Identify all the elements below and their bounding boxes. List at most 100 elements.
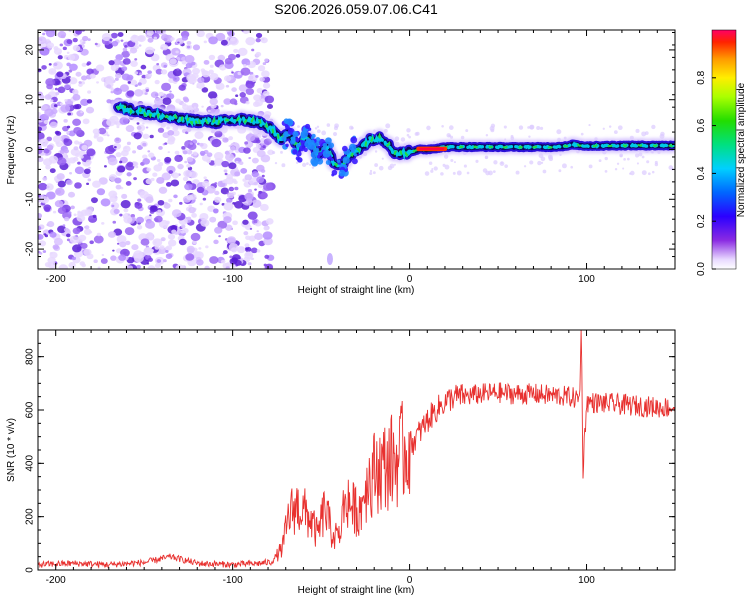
- noise-blob: [463, 164, 467, 168]
- noise-blob: [190, 153, 195, 157]
- noise-blob: [245, 247, 249, 251]
- noise-blob: [158, 91, 164, 97]
- noise-blob: [38, 250, 41, 254]
- noise-blob: [132, 253, 140, 259]
- noise-blob: [46, 144, 54, 151]
- noise-blob: [433, 166, 438, 171]
- colorbar-gradient: [711, 29, 737, 270]
- noise-blob: [262, 145, 266, 148]
- noise-blob: [424, 171, 430, 176]
- noise-blob: [187, 142, 197, 151]
- colorbar-label: Normalized spectral amplitude: [736, 82, 747, 217]
- snr-xtick: 0: [407, 330, 413, 586]
- noise-blob: [542, 169, 547, 174]
- noise-blob: [43, 148, 50, 154]
- noise-blob: [588, 123, 591, 127]
- noise-blob: [504, 164, 508, 168]
- noise-blob: [245, 101, 250, 105]
- noise-blob: [255, 32, 263, 39]
- noise-blob: [57, 86, 66, 94]
- noise-blob: [149, 134, 154, 139]
- noise-blob: [374, 150, 378, 153]
- noise-blob: [192, 44, 201, 51]
- noise-blob: [148, 152, 155, 158]
- noise-blob: [121, 50, 130, 58]
- noise-blob: [177, 163, 184, 170]
- noise-blob: [115, 152, 122, 158]
- noise-blob: [148, 73, 153, 77]
- noise-blob: [38, 39, 41, 45]
- noise-blob: [89, 240, 94, 245]
- noise-blob: [203, 176, 207, 180]
- noise-blob: [62, 46, 67, 51]
- ridge-fan-blob: [292, 149, 298, 155]
- noise-blob: [69, 172, 73, 175]
- figure-title: S206.2026.059.07.06.C41: [274, 1, 438, 17]
- noise-blob: [556, 129, 562, 135]
- noise-blob: [252, 101, 260, 108]
- noise-blob: [184, 55, 195, 64]
- noise-blob: [87, 90, 92, 94]
- noise-blob: [106, 156, 110, 159]
- noise-blob: [199, 150, 206, 156]
- ridge-fan-blob: [283, 131, 290, 138]
- noise-blob: [146, 167, 152, 172]
- noise-blob: [623, 157, 626, 161]
- noise-blob: [465, 129, 469, 133]
- snr-xtick-label: 0: [407, 575, 413, 586]
- noise-blob: [171, 229, 177, 234]
- noise-blob: [110, 255, 117, 261]
- noise-blob: [148, 235, 155, 241]
- noise-blob: [86, 99, 93, 104]
- noise-blob: [234, 171, 241, 177]
- ridge-fan-blob: [295, 137, 300, 143]
- noise-blob: [186, 216, 192, 221]
- noise-blob: [229, 255, 233, 259]
- noise-blob: [227, 192, 235, 199]
- noise-blob: [214, 226, 223, 234]
- noise-blob: [186, 164, 191, 168]
- noise-blob: [326, 123, 331, 127]
- noise-blob: [98, 127, 107, 135]
- noise-blob: [443, 154, 449, 159]
- noise-blob: [67, 112, 72, 116]
- noise-blob: [157, 209, 162, 214]
- noise-blob: [225, 224, 233, 231]
- noise-blob: [48, 155, 59, 164]
- noise-blob: [428, 161, 433, 166]
- noise-blob: [137, 198, 142, 202]
- noise-blob: [170, 37, 175, 41]
- noise-blob: [145, 126, 149, 129]
- noise-blob: [251, 48, 255, 52]
- noise-blob: [211, 138, 222, 148]
- noise-blob: [68, 157, 76, 164]
- noise-blob: [126, 161, 134, 168]
- noise-blob: [306, 162, 309, 166]
- noise-blob: [235, 94, 239, 97]
- noise-blob: [132, 161, 138, 167]
- noise-blob: [96, 81, 99, 84]
- stray-blob: [326, 253, 333, 266]
- noise-blob: [49, 251, 58, 259]
- noise-blob: [641, 155, 645, 159]
- noise-blob: [126, 141, 131, 146]
- noise-blob: [193, 157, 196, 160]
- ridge-fan-blob: [309, 139, 315, 145]
- noise-blob: [223, 98, 232, 105]
- noise-blob: [124, 45, 128, 48]
- noise-blob: [201, 87, 209, 93]
- noise-blob: [253, 219, 258, 224]
- noise-blob: [125, 125, 135, 133]
- noise-blob: [262, 90, 270, 97]
- noise-blob: [415, 131, 420, 136]
- noise-blob: [113, 142, 122, 150]
- noise-blob: [580, 132, 584, 136]
- noise-blob: [181, 224, 186, 229]
- noise-blob: [528, 135, 531, 138]
- noise-blob: [64, 84, 71, 90]
- noise-blob: [81, 144, 88, 151]
- noise-blob: [217, 220, 228, 229]
- noise-blob: [216, 86, 221, 90]
- noise-blob: [202, 197, 207, 201]
